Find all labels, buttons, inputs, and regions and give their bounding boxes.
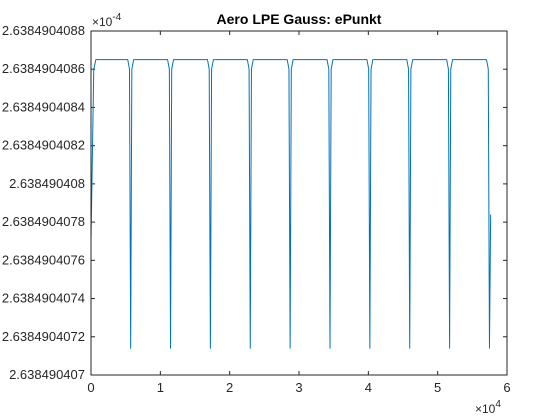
y-tick-label: 2.6384904084 xyxy=(2,99,85,114)
y-axis-multiplier: ×10-4 xyxy=(92,12,122,29)
y-tick-label: 2.6384904072 xyxy=(2,329,85,344)
y-tick-label: 2.6384904074 xyxy=(2,291,85,306)
y-tick-label: 2.638490407 xyxy=(9,367,85,382)
series-line-0 xyxy=(90,59,492,349)
series-group xyxy=(90,59,492,349)
x-tick-label: 0 xyxy=(87,380,94,395)
x-tick-label: 6 xyxy=(503,380,510,395)
y-tick-label: 2.6384904082 xyxy=(2,138,85,153)
x-tick-label: 2 xyxy=(226,380,233,395)
y-tick-label: 2.6384904076 xyxy=(2,252,85,267)
plot-frame xyxy=(90,30,508,376)
x-tick-label: 3 xyxy=(295,380,302,395)
x-tick-label: 5 xyxy=(434,380,441,395)
y-tick-label: 2.6384904086 xyxy=(2,61,85,76)
y-tick-label: 2.6384904088 xyxy=(2,23,85,38)
y-tick-label: 2.6384904078 xyxy=(2,214,85,229)
x-axis-multiplier: ×104 xyxy=(475,399,501,416)
x-tick-label: 4 xyxy=(365,380,372,395)
x-tick-label: 1 xyxy=(157,380,164,395)
plot-area xyxy=(91,31,507,375)
y-tick-label: 2.638490408 xyxy=(9,176,85,191)
y-axis-ticks: 2.638490407 2.6384904072 2.6384904074 2.638… xyxy=(2,23,507,382)
chart-title: Aero LPE Gauss: ePunkt xyxy=(217,11,382,27)
